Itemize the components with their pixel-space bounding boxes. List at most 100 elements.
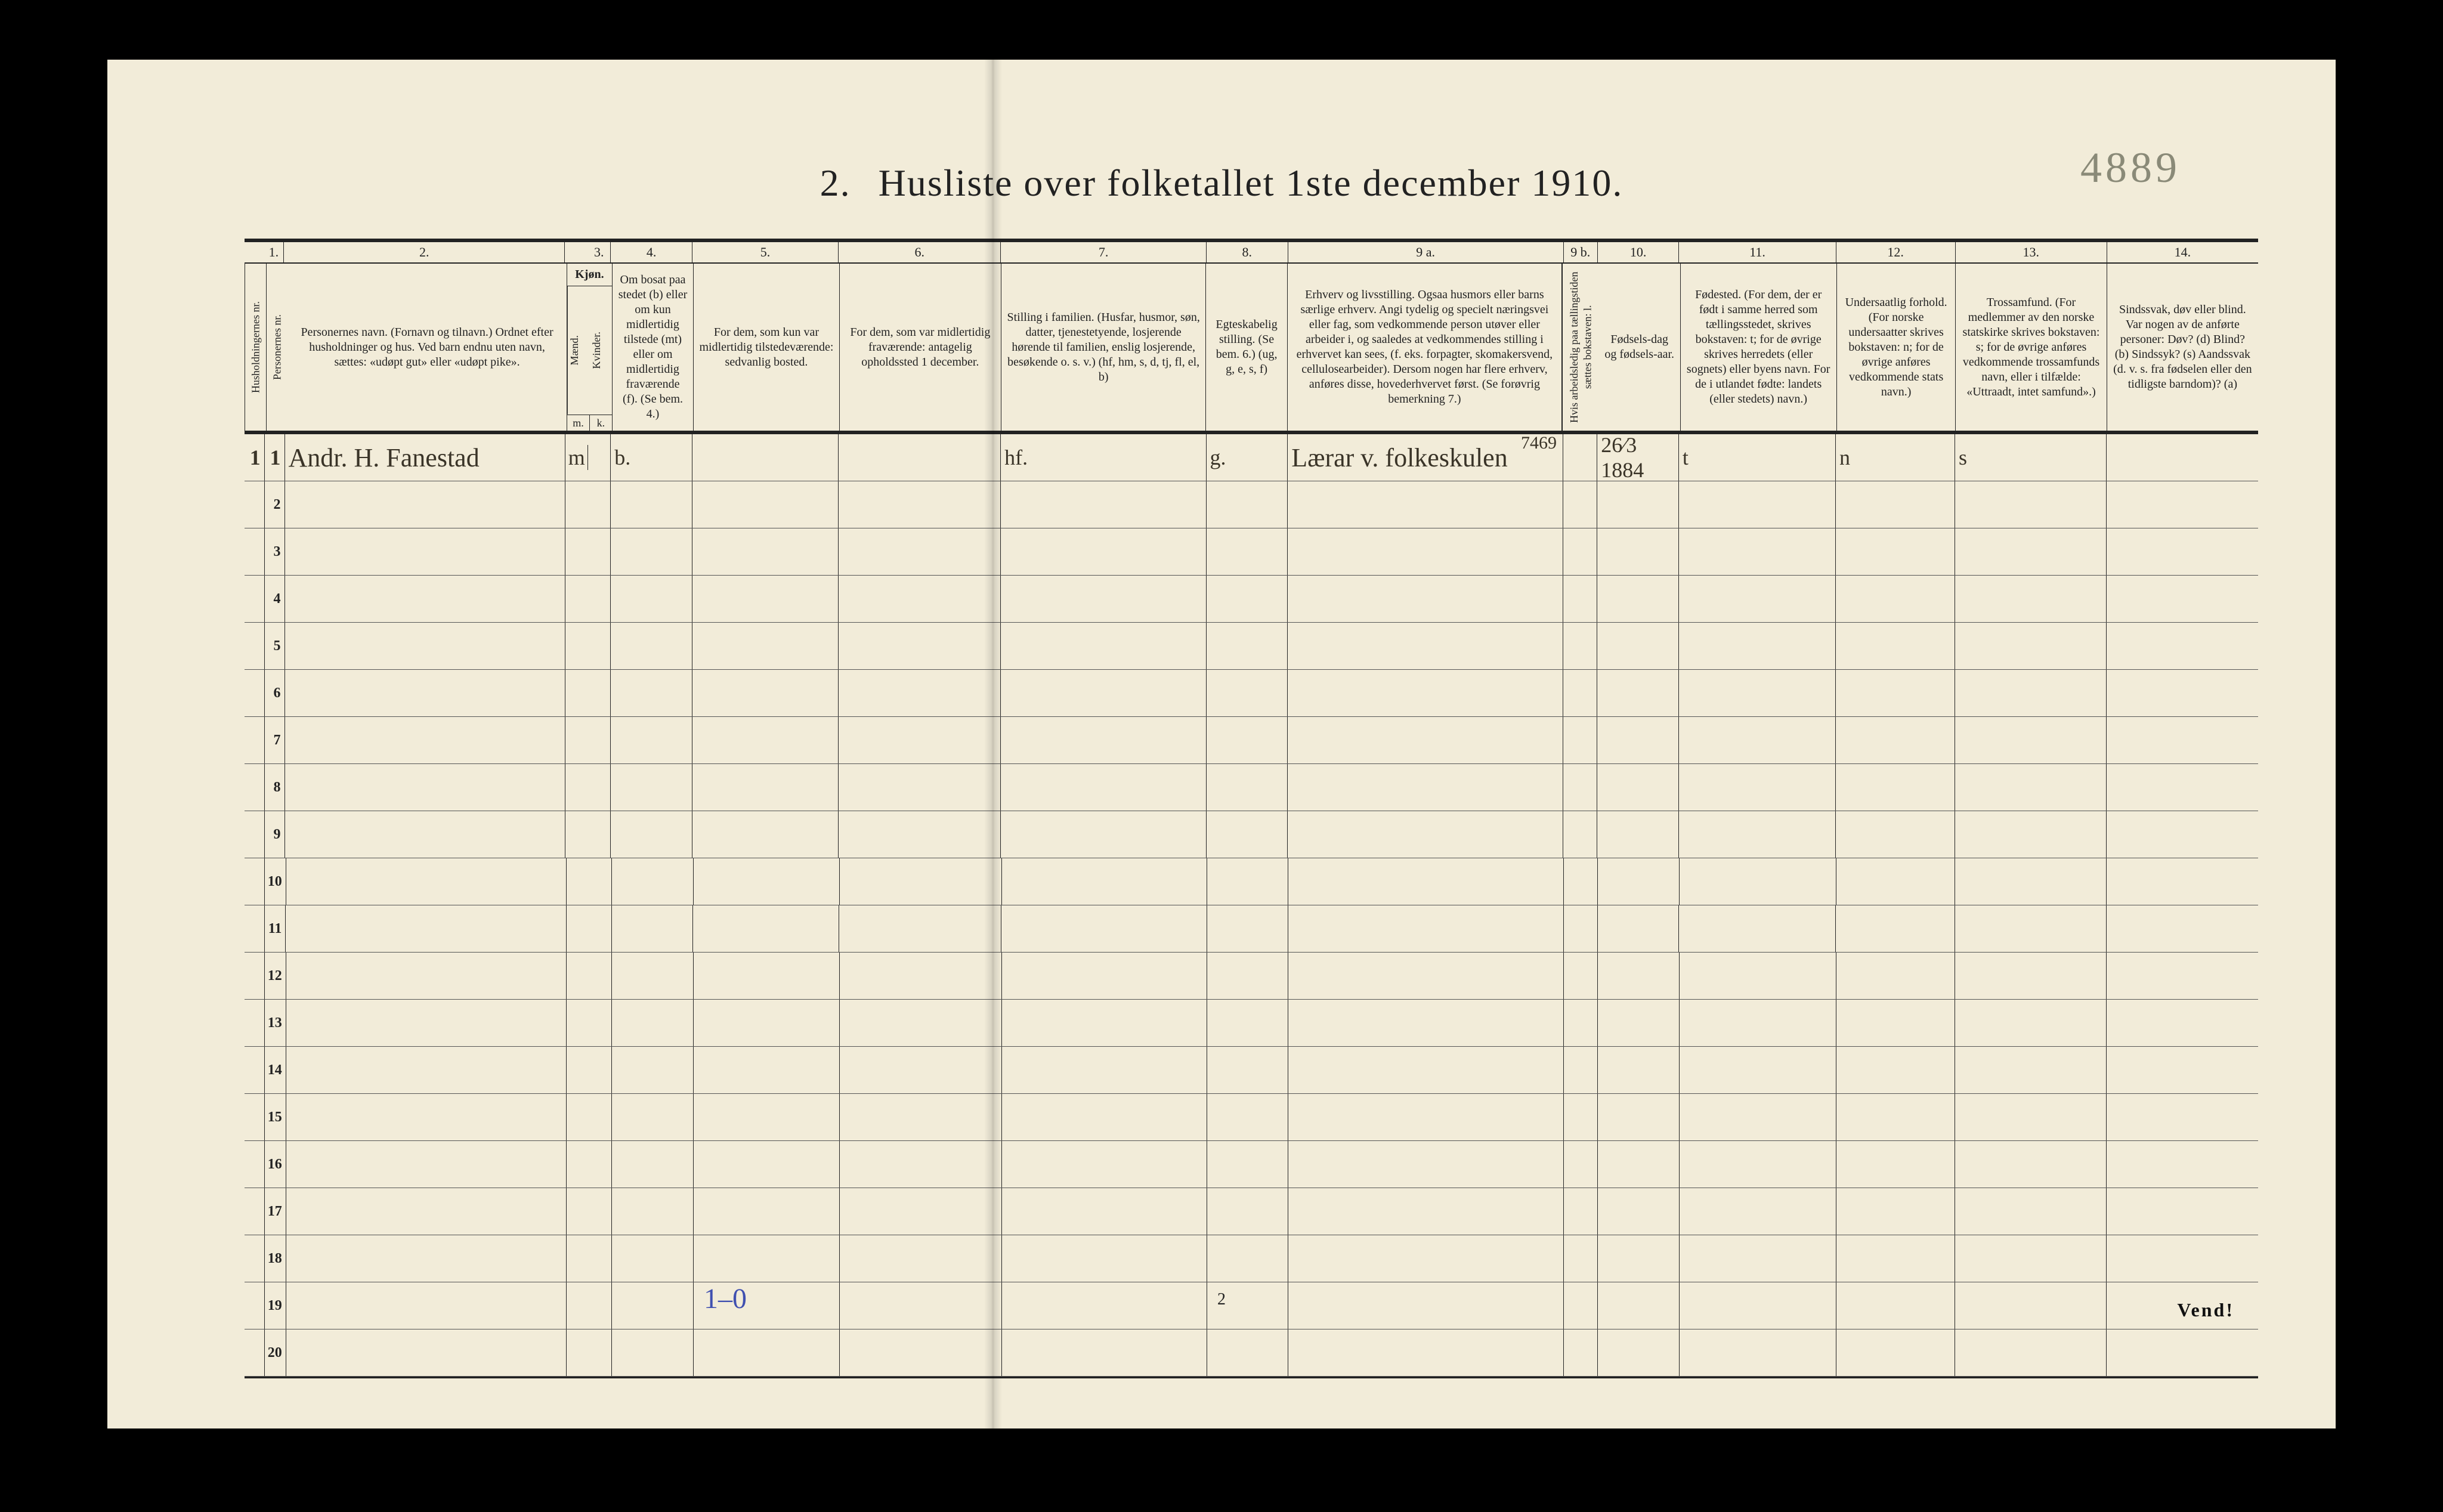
cell-name <box>285 576 566 622</box>
cell-nationality <box>1836 1141 1956 1188</box>
cell-sex <box>567 1047 612 1093</box>
cell-occupation <box>1288 481 1563 528</box>
cell-birthplace <box>1679 481 1836 528</box>
header-family-pos: Stilling i familien. (Husfar, husmor, sø… <box>1001 264 1206 431</box>
cell-family-pos: hf. <box>1001 434 1206 481</box>
cell-household-no <box>245 481 265 528</box>
cell-birthplace <box>1679 764 1836 811</box>
cell-idle <box>1564 953 1598 999</box>
cell-person-no: 16 <box>265 1141 286 1188</box>
table-row: 6 <box>245 670 2258 717</box>
cell-occupation <box>1288 1141 1563 1188</box>
cell-idle <box>1564 1000 1598 1046</box>
cell-household-no <box>245 1141 265 1188</box>
cell-birthplace <box>1679 905 1836 952</box>
colnum-14: 14. <box>2107 242 2258 262</box>
cell-person-no: 9 <box>265 811 285 858</box>
cell-family-pos <box>1001 481 1206 528</box>
cell-person-no: 2 <box>265 481 285 528</box>
cell-name <box>285 623 566 669</box>
header-sex-m-abbr: m. <box>567 415 590 431</box>
cell-birth <box>1597 576 1679 622</box>
cell-residence: b. <box>611 434 692 481</box>
cell-sex <box>565 623 611 669</box>
cell-sex <box>567 953 612 999</box>
cell-temp-away <box>840 1329 1002 1376</box>
cell-sex <box>567 1094 612 1140</box>
cell-temp-home <box>694 953 840 999</box>
cell-disability <box>2107 811 2258 858</box>
cell-sex <box>567 1000 612 1046</box>
cell-person-no: 14 <box>265 1047 286 1093</box>
cell-family-pos <box>1001 905 1207 952</box>
colnum-13: 13. <box>1956 242 2107 262</box>
cell-sex <box>567 1235 612 1282</box>
cell-temp-home <box>694 1329 840 1376</box>
cell-marital <box>1207 1329 1289 1376</box>
table-row: 20 <box>245 1329 2258 1377</box>
cell-disability <box>2107 1235 2258 1282</box>
cell-temp-away <box>840 1000 1002 1046</box>
colnum-9a: 9 a. <box>1288 242 1564 262</box>
cell-disability <box>2107 905 2258 952</box>
cell-occupation-code: 7469 <box>1521 433 1557 453</box>
cell-faith <box>1955 481 2107 528</box>
cell-marital <box>1207 481 1288 528</box>
table-row: 16 <box>245 1141 2258 1188</box>
cell-occupation <box>1288 953 1563 999</box>
cell-faith <box>1955 1047 2107 1093</box>
cell-temp-home <box>694 1047 840 1093</box>
cell-household-no <box>245 717 265 763</box>
cell-nationality <box>1836 905 1955 952</box>
cell-name: Andr. H. Fanestad <box>285 434 566 481</box>
header-sex-k-abbr: k. <box>590 415 612 431</box>
cell-marital <box>1207 1094 1289 1140</box>
header-birth: Fødsels-dag og fødsels-aar. <box>1599 264 1681 431</box>
cell-family-pos <box>1002 1094 1207 1140</box>
cell-name <box>286 1188 567 1235</box>
cell-temp-home <box>692 764 839 811</box>
table-row: 17 <box>245 1188 2258 1235</box>
cell-temp-home <box>692 670 839 716</box>
cell-disability <box>2107 1188 2258 1235</box>
cell-birth <box>1598 1329 1680 1376</box>
cell-temp-home <box>694 858 840 905</box>
cell-marital <box>1207 811 1288 858</box>
header-person-no: Personernes nr. <box>266 264 287 431</box>
cell-family-pos <box>1001 811 1206 858</box>
cell-occupation <box>1288 811 1563 858</box>
cell-person-no: 20 <box>265 1329 286 1376</box>
cell-temp-away <box>839 717 1001 763</box>
cell-person-no: 8 <box>265 764 285 811</box>
cell-sex <box>565 670 611 716</box>
header-sex-male: Mænd. <box>567 286 590 415</box>
table-row: 2 <box>245 481 2258 528</box>
cell-name <box>286 953 567 999</box>
cell-birthplace <box>1680 1329 1836 1376</box>
cell-sex <box>565 717 611 763</box>
cell-temp-away <box>839 481 1001 528</box>
cell-temp-home <box>694 1188 840 1235</box>
cell-faith: s <box>1955 434 2107 481</box>
colnum-9b: 9 b. <box>1564 242 1598 262</box>
table-row: 15 <box>245 1094 2258 1141</box>
colnum-6: 6. <box>839 242 1001 262</box>
cell-person-no: 18 <box>265 1235 286 1282</box>
cell-name <box>286 1047 567 1093</box>
table-row: 5 <box>245 623 2258 670</box>
cell-birthplace <box>1679 528 1836 575</box>
cell-sex <box>565 576 611 622</box>
cell-household-no: 1 <box>245 434 265 481</box>
cell-disability <box>2107 717 2258 763</box>
cell-disability <box>2107 1141 2258 1188</box>
cell-temp-home <box>694 1235 840 1282</box>
cell-birth <box>1597 717 1679 763</box>
cell-temp-home <box>692 623 839 669</box>
header-marital: Egteskabelig stilling. (Se bem. 6.) (ug,… <box>1206 264 1288 431</box>
cell-birth <box>1598 1188 1680 1235</box>
cell-faith <box>1955 1141 2107 1188</box>
cell-birth <box>1597 623 1679 669</box>
cell-family-pos <box>1001 670 1206 716</box>
cell-nationality <box>1836 764 1955 811</box>
header-faith: Trossamfund. (For medlemmer av den norsk… <box>1956 264 2107 431</box>
